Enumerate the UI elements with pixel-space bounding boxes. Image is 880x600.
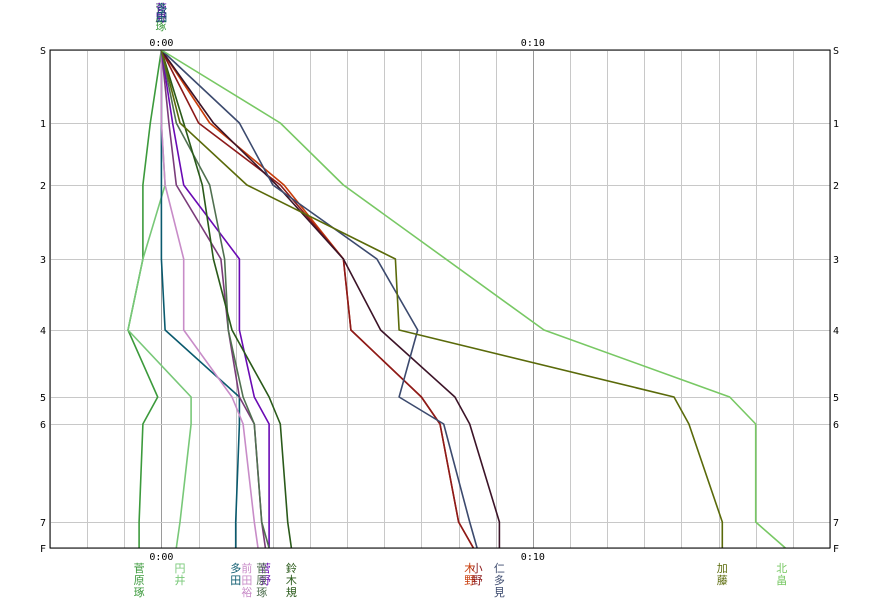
y-tick-label-left: S xyxy=(40,46,46,57)
y-tick-label-left: F xyxy=(40,544,46,555)
runner-name-label: 多田 xyxy=(230,561,241,587)
y-tick-label-right: 5 xyxy=(833,393,839,404)
runner-name-label: 木野 xyxy=(464,562,475,587)
plot-frame xyxy=(49,49,831,549)
runner-name-label-top: 多田 xyxy=(156,1,167,24)
y-tick-label-right: 6 xyxy=(833,420,839,431)
runner-name-label: 菅野 xyxy=(260,562,271,587)
y-tick-label-right: S xyxy=(833,46,839,57)
series-line xyxy=(160,49,724,548)
x-tick-label-bottom: 0:00 xyxy=(149,552,173,563)
y-tick-label-left: 5 xyxy=(40,393,46,404)
series-line xyxy=(160,49,501,548)
y-tick-label-right: 2 xyxy=(833,181,839,192)
x-axis-time-labels: 0:00 0:00 0:10 0:10 xyxy=(149,38,545,563)
y-tick-label-left: 3 xyxy=(40,255,46,266)
y-tick-label-right: 4 xyxy=(833,326,839,337)
y-axis-station-labels: S S 1 1 2 2 3 3 4 4 5 5 6 6 7 7 F F xyxy=(40,46,839,555)
y-tick-label-left: 7 xyxy=(40,518,46,529)
series-line xyxy=(160,50,241,548)
runner-name-label: 北畠 xyxy=(776,562,787,587)
x-tick-label-bottom: 0:10 xyxy=(521,552,545,563)
y-tick-label-right: 7 xyxy=(833,518,839,529)
y-tick-label-left: 4 xyxy=(40,326,46,337)
y-tick-label-right: 3 xyxy=(833,255,839,266)
series-layer xyxy=(127,49,786,549)
runner-name-label-top: 菅原琢 xyxy=(155,2,166,33)
runner-name-label: 鈴木規 xyxy=(286,561,297,599)
series-line xyxy=(160,49,293,549)
x-tick-label-top: 0:00 xyxy=(149,38,173,49)
runner-name-label: 加藤 xyxy=(717,562,728,587)
series-line xyxy=(127,49,163,548)
y-tick-label-left: 6 xyxy=(40,420,46,431)
series-line xyxy=(160,49,786,549)
y-tick-label-right: F xyxy=(833,544,839,555)
runner-name-label: 仁多見 xyxy=(494,562,505,599)
runner-name-label: 円井 xyxy=(175,562,186,587)
y-tick-label-right: 1 xyxy=(833,119,839,130)
series-line xyxy=(160,50,259,549)
series-line xyxy=(160,49,270,549)
series-line xyxy=(160,49,475,549)
x-tick-label-top: 0:10 xyxy=(521,38,545,49)
runner-name-label: 菅原琢 xyxy=(256,562,267,599)
series-line xyxy=(160,49,478,549)
grid xyxy=(50,50,831,549)
series-line xyxy=(160,49,270,548)
runner-name-label-top: 菅野 xyxy=(156,2,167,24)
y-tick-label-left: 1 xyxy=(40,119,46,130)
runner-name-label: 前田裕 xyxy=(241,561,252,599)
series-line xyxy=(160,49,475,549)
y-tick-label-left: 2 xyxy=(40,181,46,192)
runner-name-label: 小野 xyxy=(472,562,483,587)
runner-name-label: 菅原琢 xyxy=(134,562,145,599)
